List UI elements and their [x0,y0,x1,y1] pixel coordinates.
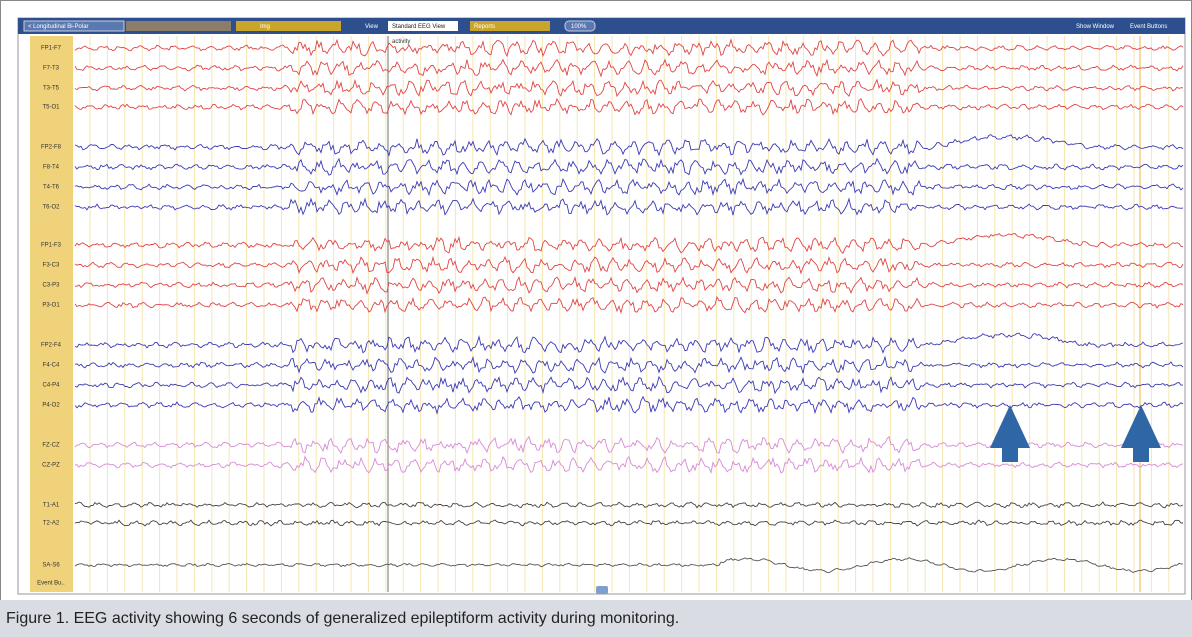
image-button[interactable]: Img [260,24,270,30]
channel-label: T2-A2 [43,521,60,527]
reports-button[interactable]: Reports [474,24,495,30]
channel-label: FP2-F8 [41,145,62,151]
channel-label: C3-P3 [42,283,60,289]
view-label: View [365,24,379,30]
channel-label: F7-T3 [43,66,60,72]
channel-label: P3-O1 [42,303,60,309]
channel-label: FP2-F4 [41,343,62,349]
label-column [30,36,73,592]
channel-label: C4-P4 [42,383,60,389]
caption: Figure 1. EEG activity showing 6 seconds… [6,610,679,627]
view-value: Standard EEG View [392,24,446,30]
channel-label: T3-T5 [43,86,60,92]
event-label: Event Bu.. [37,581,65,587]
channel-label: F4-C4 [43,363,60,369]
channel-label: T6-O2 [42,205,60,211]
figure: < Longitudinal Bi-Polar Img View Standar… [0,0,1192,637]
montage-label: < Longitudinal Bi-Polar [28,24,89,30]
scroll-handle[interactable] [596,586,608,594]
channel-label: P4-O2 [42,403,60,409]
channel-label: F8-T4 [43,165,60,171]
channel-label: FZ-CZ [42,443,60,449]
event-marker: activity [392,39,410,45]
channel-label: CZ-PZ [42,463,60,469]
channel-label: T1-A1 [43,503,60,509]
show-window-button[interactable]: Show Window [1076,24,1115,30]
channel-label: SA-S6 [42,563,60,569]
zoom-value: 100% [571,24,587,30]
toolbar-group [126,21,231,31]
channel-label: T5-O1 [42,105,60,111]
channel-label: FP1-F7 [41,46,62,52]
toolbar-group [236,21,341,31]
channel-label: FP1-F3 [41,243,62,249]
channel-label: F3-C3 [43,263,60,269]
event-buttons-button[interactable]: Event Buttons [1130,24,1167,30]
channel-label: T4-T6 [43,185,60,191]
